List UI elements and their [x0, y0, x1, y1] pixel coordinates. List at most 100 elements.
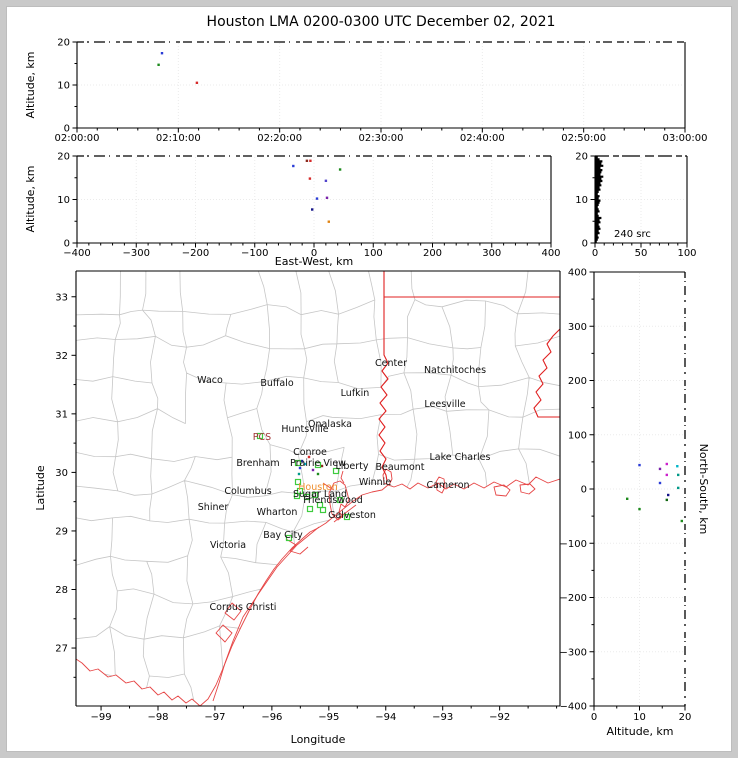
map-xlabel: Longitude	[291, 733, 346, 746]
lma-source-point	[157, 63, 160, 66]
altitude-histogram	[595, 156, 604, 243]
tick-label: −200	[560, 593, 587, 604]
lma-station-marker	[285, 534, 293, 542]
lma-source-point	[316, 472, 320, 476]
lma-source-point	[665, 498, 668, 502]
tick-label: 300	[482, 248, 501, 259]
tick-label: 02:20:00	[257, 133, 302, 144]
lma-source-point	[677, 473, 680, 477]
tick-label: 20	[679, 712, 692, 723]
tick-label: 300	[568, 322, 587, 333]
lma-source-point	[677, 486, 680, 490]
lma-source-point	[300, 459, 304, 463]
lma-source-point	[324, 179, 328, 182]
gridlines	[78, 43, 686, 705]
city-label-shiner: Shiner	[198, 502, 229, 513]
lma-source-point	[676, 465, 679, 468]
city-label-center: Center	[375, 358, 407, 369]
city-label-lake-charles: Lake Charles	[430, 452, 491, 463]
state-border-texas-louisiana	[378, 271, 389, 482]
tick-label: 100	[364, 248, 383, 259]
city-label-beaumont: Beaumont	[375, 462, 424, 473]
tick-label: −100	[560, 539, 587, 550]
city-label-columbus: Columbus	[224, 486, 271, 497]
tick-label: 200	[568, 376, 587, 387]
lma-source-point	[311, 208, 314, 211]
tick-label: 20	[57, 152, 70, 163]
city-label-huntsville: Huntsville	[281, 424, 328, 435]
city-label-prairie-view: Prairie View	[290, 458, 346, 469]
city-label-houston: Houston	[298, 482, 337, 493]
tick-label: 02:40:00	[460, 133, 505, 144]
city-labels: Waco Buffalo Lufkin Center Natchitoches Leesv…	[197, 358, 490, 613]
lma-station-marker	[293, 492, 301, 500]
lma-station-marker	[256, 432, 264, 440]
tick-label: 100	[568, 430, 587, 441]
lma-source-point	[638, 463, 641, 467]
map-ylabel: Latitude	[34, 465, 47, 511]
city-label-conroe: Conroe	[293, 447, 327, 458]
lma-source-point	[297, 472, 301, 476]
city-label-cameron: Cameron	[426, 480, 469, 491]
city-label-waco: Waco	[197, 375, 223, 386]
tick-label: 33	[55, 292, 68, 303]
tick-label: 0	[582, 239, 588, 250]
axis-ticks	[71, 41, 688, 711]
tick-label: 0	[592, 248, 598, 259]
tick-label: 20	[57, 38, 70, 49]
city-label-corpus-christi: Corpus Christi	[210, 602, 277, 613]
city-label-lufkin: Lufkin	[341, 388, 370, 399]
tick-label: 10	[57, 81, 70, 92]
tick-label: −100	[241, 248, 268, 259]
lma-source-point	[665, 462, 668, 466]
city-label-leesville: Leesville	[424, 399, 465, 410]
lma-source-point	[680, 519, 683, 523]
lma-station-marker	[303, 493, 311, 501]
tick-labels: 02:00:00 02:10:00 02:20:00 02:30:00 02:40:00…	[55, 38, 708, 724]
city-label-natchitoches: Natchitoches	[424, 365, 486, 376]
tick-label: 03:00:00	[663, 133, 708, 144]
lma-source-point	[320, 464, 324, 468]
tick-label: 100	[677, 248, 696, 259]
tick-label: 200	[423, 248, 442, 259]
lma-station-marker	[336, 496, 344, 504]
tick-label: −99	[90, 712, 111, 723]
lma-source-point	[327, 220, 330, 223]
tick-label: −95	[318, 712, 339, 723]
tick-label: 0	[591, 712, 597, 723]
city-label-onalaska: Onalaska	[308, 419, 352, 430]
lma-station-marker	[294, 459, 302, 467]
tick-label: 400	[541, 248, 560, 259]
tick-label: 29	[55, 526, 68, 537]
tick-label: 0	[311, 248, 317, 259]
station-markers	[256, 432, 351, 542]
lma-source-point	[195, 81, 199, 84]
lma-station-marker	[343, 513, 351, 521]
lma-station-marker	[311, 491, 319, 499]
tick-label: 0	[64, 124, 70, 135]
lma-station-marker	[314, 461, 322, 469]
city-label-galveston: Galveston	[328, 510, 376, 521]
city-label-wharton: Wharton	[257, 507, 298, 518]
nsheight-xlabel: Altitude, km	[606, 725, 673, 738]
city-label-pcs: PCS	[253, 432, 271, 443]
figure-background	[6, 6, 732, 752]
lma-source-point	[160, 52, 164, 55]
tick-label: 32	[55, 351, 68, 362]
coastline	[76, 476, 560, 706]
lma-source-point	[308, 177, 312, 180]
tick-label: 02:00:00	[55, 133, 100, 144]
red-river-border	[533, 328, 560, 418]
city-label-buffalo: Buffalo	[260, 378, 294, 389]
tick-label: 27	[55, 644, 68, 655]
city-label-winnie: Winnie	[359, 477, 392, 488]
tick-label: −400	[63, 248, 90, 259]
lma-source-point	[311, 468, 315, 472]
tick-label: 0	[64, 239, 70, 250]
source-histogram	[595, 156, 604, 243]
nsheight-ylabel: North-South, km	[697, 444, 710, 535]
lma-source-point	[325, 196, 329, 199]
tick-label: −300	[560, 647, 587, 658]
